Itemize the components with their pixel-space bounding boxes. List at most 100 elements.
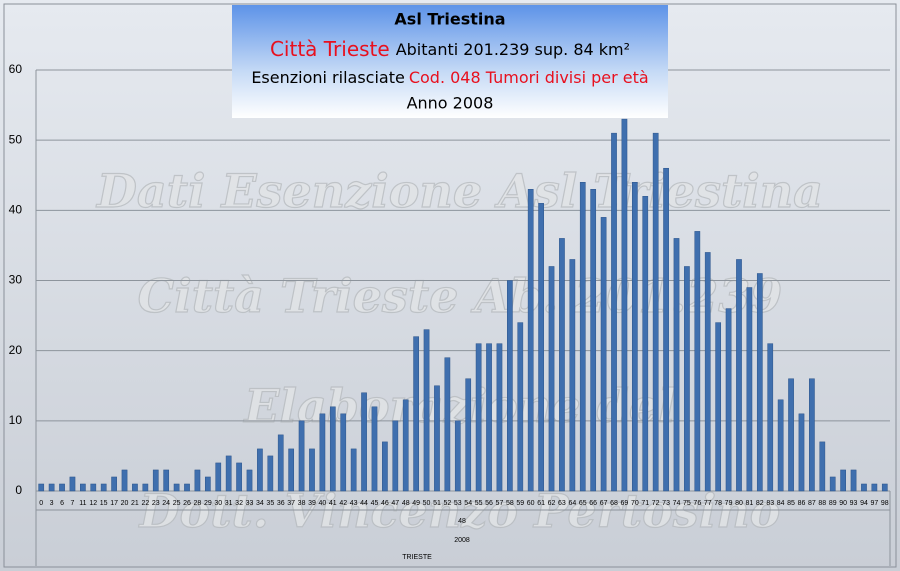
watermark: Dati Esenzione Asl Triestina: [95, 164, 823, 218]
y-tick-label: 60: [9, 62, 23, 76]
bar: [163, 469, 170, 492]
title-box: [232, 5, 668, 118]
x-tick-label: 61: [537, 500, 545, 507]
x-tick-label: 29: [204, 500, 212, 507]
bar: [309, 448, 315, 492]
x-tick-label: 75: [683, 500, 691, 507]
bar: [777, 399, 784, 492]
bar: [361, 392, 367, 492]
watermark: Dott. Vincenzo Pertosino: [138, 484, 781, 538]
bar: [767, 343, 774, 492]
subtitle-city: Città Trieste: [270, 37, 390, 61]
x-tick-label: 7: [70, 500, 74, 507]
x-tick-label: 93: [850, 500, 858, 507]
description-code: Cod. 048 Tumori divisi per età: [409, 68, 649, 87]
x-tick-label: 82: [756, 500, 764, 507]
x-tick-label: 55: [475, 500, 483, 507]
x-tick-label: 72: [652, 500, 660, 507]
bar: [579, 182, 586, 492]
x-tick-label: 12: [89, 500, 97, 507]
x-tick-label: 54: [464, 500, 472, 507]
bar: [840, 469, 846, 492]
bar: [486, 343, 492, 492]
x-tick-label: 41: [329, 500, 337, 507]
x-tick-label: 21: [131, 500, 139, 507]
x-tick-label: 57: [496, 500, 504, 507]
x-tick-label: 42: [339, 500, 347, 507]
x-tick-label: 62: [548, 500, 556, 507]
y-tick-label: 10: [9, 413, 23, 427]
bar: [663, 167, 669, 492]
bar: [402, 399, 409, 492]
bar: [382, 441, 388, 492]
x-tick-label: 79: [725, 500, 733, 507]
x-tick-label: 80: [735, 500, 743, 507]
bar: [507, 280, 513, 492]
bar: [652, 132, 659, 492]
description: Esenzioni rilasciate Cod. 048 Tumori divi…: [251, 68, 648, 87]
bar: [121, 469, 128, 492]
x-tick-label: 23: [152, 500, 160, 507]
x-tick-label: 45: [371, 500, 379, 507]
x-tick-label: 32: [235, 500, 243, 507]
y-tick-label: 30: [9, 273, 23, 287]
x-tick-label: 59: [516, 500, 524, 507]
bar: [819, 441, 826, 492]
bar: [257, 448, 263, 492]
x-tick-label: 76: [693, 500, 701, 507]
x-tick-label: 64: [568, 500, 576, 507]
bar: [621, 118, 628, 492]
bar: [746, 287, 753, 492]
x-tick-label: 15: [100, 500, 108, 507]
x-tick-label: 6: [60, 500, 64, 507]
x-tick-label: 70: [631, 500, 639, 507]
bar: [267, 455, 274, 492]
x-tick-label: 20: [121, 500, 129, 507]
bar: [871, 483, 878, 492]
bar: [423, 329, 430, 492]
bar: [340, 413, 347, 492]
bar: [444, 357, 451, 492]
x-tick-label: 67: [600, 500, 608, 507]
bar: [329, 406, 336, 492]
subtitle: Città Trieste Abitanti 201.239 sup. 84 km…: [270, 37, 630, 61]
x-tick-label: 38: [298, 500, 306, 507]
x-tick-label: 89: [829, 500, 837, 507]
bar: [288, 448, 295, 492]
x-tick-label: 51: [433, 500, 441, 507]
x-tick-label: 43: [350, 500, 358, 507]
x-tick-label: 28: [194, 500, 202, 507]
bar: [298, 420, 305, 492]
x-tick-label: 77: [704, 500, 712, 507]
bar: [600, 217, 607, 492]
bar: [111, 476, 117, 492]
x-tick-label: 60: [527, 500, 535, 507]
bar: [454, 420, 461, 492]
y-tick-label: 50: [9, 132, 23, 146]
bar: [204, 476, 211, 492]
subtitle-info: Abitanti 201.239 sup. 84 km²: [396, 40, 630, 59]
bar: [881, 483, 888, 492]
bar: [527, 189, 534, 492]
bar: [829, 476, 836, 492]
x-tick-label: 33: [246, 500, 254, 507]
bar: [538, 203, 544, 492]
bar: [715, 322, 722, 492]
bar: [694, 231, 701, 492]
bar: [152, 469, 159, 492]
bar: [277, 434, 284, 492]
bar: [569, 259, 576, 492]
x-group-label: 2008: [454, 537, 470, 544]
bar: [236, 462, 242, 492]
x-tick-label: 11: [79, 500, 86, 507]
bar: [350, 448, 357, 492]
x-tick-label: 97: [870, 500, 878, 507]
x-tick-label: 69: [621, 500, 629, 507]
x-tick-label: 58: [506, 500, 514, 507]
bar: [38, 483, 45, 492]
x-tick-label: 94: [860, 500, 868, 507]
bar: [850, 469, 857, 492]
bar: [90, 483, 97, 492]
x-tick-label: 49: [412, 500, 420, 507]
